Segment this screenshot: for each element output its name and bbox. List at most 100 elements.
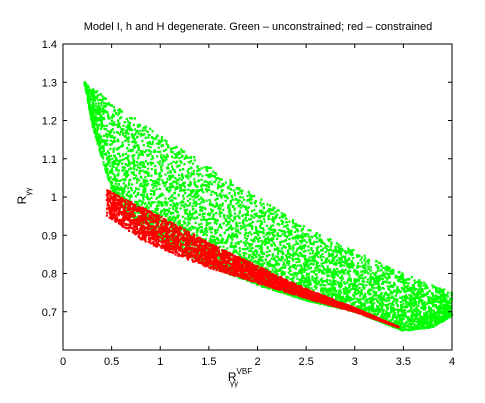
data-point xyxy=(90,95,93,98)
data-point xyxy=(146,167,150,170)
data-point xyxy=(326,293,330,297)
data-point xyxy=(324,293,327,296)
data-point xyxy=(360,270,363,273)
data-point xyxy=(139,166,142,169)
data-point xyxy=(431,314,434,317)
data-point xyxy=(227,235,230,239)
data-point xyxy=(101,147,104,150)
data-point xyxy=(436,310,439,313)
data-point xyxy=(354,284,357,288)
data-point xyxy=(142,144,145,147)
data-point xyxy=(136,163,139,166)
data-point xyxy=(154,165,157,168)
data-point xyxy=(392,297,395,300)
data-point xyxy=(396,288,399,291)
data-point xyxy=(89,103,92,106)
data-point xyxy=(356,288,359,292)
data-point xyxy=(262,232,265,235)
data-point xyxy=(269,208,272,211)
data-point xyxy=(413,324,416,327)
data-point xyxy=(100,145,104,148)
data-point xyxy=(108,134,112,137)
data-point xyxy=(384,267,387,270)
data-point xyxy=(181,175,184,178)
data-point xyxy=(358,282,361,286)
data-point xyxy=(265,233,268,236)
data-point xyxy=(340,291,343,294)
data-point xyxy=(446,301,449,304)
data-point xyxy=(247,256,250,259)
data-point xyxy=(103,152,106,155)
data-point xyxy=(330,271,333,274)
data-point xyxy=(88,100,92,103)
data-point xyxy=(291,245,294,248)
data-point xyxy=(97,144,100,147)
data-point xyxy=(266,263,269,266)
data-point xyxy=(336,267,339,270)
data-point xyxy=(371,276,374,279)
data-point xyxy=(270,218,273,221)
data-point xyxy=(274,268,277,271)
data-point xyxy=(164,173,167,176)
data-point xyxy=(265,266,268,270)
data-point xyxy=(186,169,189,173)
data-point xyxy=(91,117,94,120)
data-point xyxy=(326,245,329,248)
data-point xyxy=(205,169,209,172)
data-point xyxy=(366,301,369,304)
data-point xyxy=(132,137,135,140)
data-point xyxy=(118,159,121,162)
data-point xyxy=(449,311,452,314)
data-point xyxy=(146,141,149,145)
data-point xyxy=(146,130,149,133)
data-point xyxy=(409,317,412,320)
data-point xyxy=(262,235,265,238)
data-point xyxy=(227,204,230,207)
data-point xyxy=(154,182,157,185)
data-point xyxy=(421,301,424,304)
data-point xyxy=(428,314,431,317)
data-point xyxy=(118,108,121,111)
data-point xyxy=(217,183,220,186)
data-point xyxy=(348,274,351,277)
data-point xyxy=(412,290,415,294)
data-point xyxy=(388,302,391,305)
data-point xyxy=(325,280,329,284)
data-point xyxy=(221,237,224,240)
data-point xyxy=(308,252,312,255)
data-point xyxy=(388,288,391,291)
data-point xyxy=(266,247,269,250)
data-point xyxy=(116,188,119,191)
data-point xyxy=(280,220,283,223)
data-point xyxy=(98,149,101,152)
data-point xyxy=(282,215,286,218)
data-point xyxy=(360,261,363,264)
data-point xyxy=(401,277,404,280)
data-point xyxy=(290,253,293,257)
data-point xyxy=(360,303,363,306)
data-point xyxy=(439,307,442,311)
data-point xyxy=(281,240,284,243)
data-point xyxy=(246,258,249,261)
data-point xyxy=(282,263,285,266)
data-point xyxy=(376,308,379,311)
data-point xyxy=(296,253,299,256)
data-point xyxy=(194,193,197,196)
data-point xyxy=(187,168,191,171)
data-point xyxy=(110,129,113,132)
data-point xyxy=(159,160,162,163)
data-point xyxy=(386,297,389,300)
data-point xyxy=(213,221,216,224)
data-point xyxy=(209,203,212,206)
data-point xyxy=(337,243,340,246)
data-point xyxy=(183,150,186,153)
data-point xyxy=(158,175,161,178)
data-point xyxy=(224,218,227,221)
data-point xyxy=(389,319,392,322)
data-point xyxy=(142,126,145,129)
data-point xyxy=(191,162,194,165)
data-point xyxy=(229,203,232,206)
data-point xyxy=(230,245,233,249)
data-point xyxy=(246,224,249,227)
